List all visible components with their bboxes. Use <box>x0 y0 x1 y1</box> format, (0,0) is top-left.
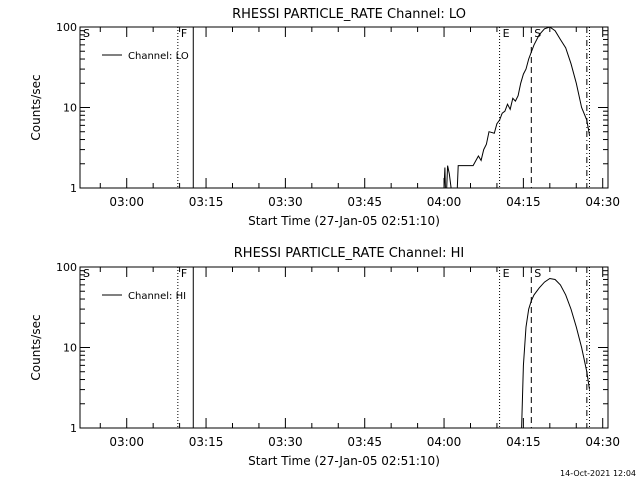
event-marker-label: E <box>503 27 510 40</box>
x-tick-label: 03:15 <box>189 435 224 449</box>
y-tick-label: 10 <box>63 342 77 355</box>
x-axis-label: Start Time (27-Jan-05 02:51:10) <box>248 214 440 228</box>
x-tick-label: 03:30 <box>268 195 303 209</box>
x-tick-label: 03:00 <box>109 435 144 449</box>
chart-title: RHESSI PARTICLE_RATE Channel: HI <box>234 246 464 261</box>
y-tick-label: 100 <box>56 21 77 34</box>
legend-label: Channel: HI <box>128 291 186 302</box>
event-marker-label: S <box>83 267 90 280</box>
x-axis-label: Start Time (27-Jan-05 02:51:10) <box>248 454 440 468</box>
series-line <box>521 277 590 429</box>
series-line <box>443 26 590 189</box>
y-tick-label: 10 <box>63 102 77 115</box>
event-marker-label: F <box>181 27 187 40</box>
y-tick-label: 100 <box>56 261 77 274</box>
event-marker-label: F <box>181 267 187 280</box>
x-tick-label: 03:15 <box>189 195 224 209</box>
event-marker-label: S <box>534 27 541 40</box>
legend-label: Channel: LO <box>128 51 189 62</box>
timestamp-label: 14-Oct-2021 12:04 <box>560 469 636 478</box>
y-tick-label: 1 <box>70 182 77 195</box>
x-tick-label: 04:15 <box>506 435 541 449</box>
x-tick-label: 03:45 <box>347 435 382 449</box>
event-marker-label: E <box>503 267 510 280</box>
x-tick-label: 03:30 <box>268 435 303 449</box>
chart-title: RHESSI PARTICLE_RATE Channel: LO <box>232 7 466 22</box>
x-tick-label: 04:00 <box>427 435 462 449</box>
panel-lo: RHESSI PARTICLE_RATE Channel: LO 1 10 100 03… <box>29 7 620 228</box>
x-tick-label: 04:15 <box>506 195 541 209</box>
event-marker-label: S <box>83 27 90 40</box>
x-tick-label: 04:00 <box>427 195 462 209</box>
x-tick-label: 04:30 <box>585 195 620 209</box>
x-tick-label: 03:00 <box>109 195 144 209</box>
x-tick-label: 04:30 <box>585 435 620 449</box>
event-marker-label: S <box>534 267 541 280</box>
y-tick-label: 1 <box>70 422 77 435</box>
panel-hi: RHESSI PARTICLE_RATE Channel: HI 1 10 100 03… <box>29 246 620 468</box>
y-axis-label: Counts/sec <box>29 74 43 140</box>
x-tick-label: 03:45 <box>347 195 382 209</box>
y-axis-label: Counts/sec <box>29 314 43 380</box>
